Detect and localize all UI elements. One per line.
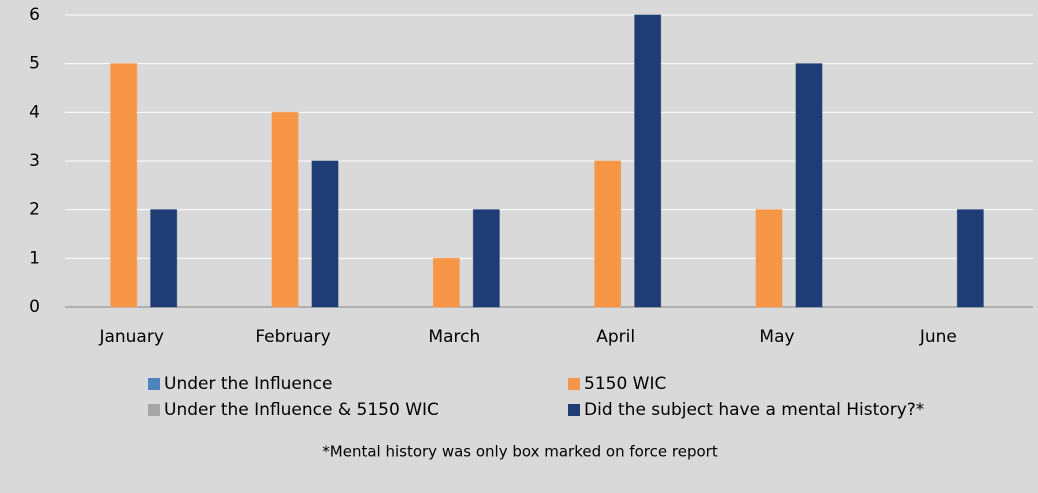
x-tick-label: March: [428, 327, 480, 347]
y-tick-label: 1: [29, 248, 40, 268]
bar: [150, 209, 178, 308]
legend-swatch: [148, 378, 160, 390]
x-tick-label: February: [255, 327, 330, 347]
x-tick-label: January: [98, 327, 163, 347]
y-tick-label: 4: [29, 102, 40, 122]
legend-label: 5150 WIC: [584, 374, 666, 394]
bar: [110, 63, 138, 308]
bar: [594, 160, 622, 308]
bar: [432, 257, 460, 308]
y-tick-label: 2: [29, 200, 40, 220]
legend-label: Under the Influence: [164, 374, 332, 394]
y-tick-label: 3: [29, 151, 40, 171]
legend-label: Under the Influence & 5150 WIC: [164, 400, 439, 420]
bar: [956, 209, 984, 308]
legend-swatch: [568, 404, 580, 416]
x-tick-label: June: [919, 327, 957, 347]
y-tick-label: 5: [29, 54, 40, 74]
legend-swatch: [568, 378, 580, 390]
footnote: *Mental history was only box marked on f…: [322, 443, 718, 461]
bar: [271, 111, 299, 308]
bar: [755, 209, 783, 308]
legend-label: Did the subject have a mental History?*: [584, 400, 924, 420]
bar: [472, 209, 500, 308]
bar: [311, 160, 339, 308]
x-tick-label: May: [759, 327, 794, 347]
y-tick-label: 0: [29, 297, 40, 317]
y-tick-label: 6: [29, 5, 40, 25]
bar: [795, 63, 823, 308]
x-tick-label: April: [596, 327, 635, 347]
bar: [634, 14, 662, 308]
legend-swatch: [148, 404, 160, 416]
